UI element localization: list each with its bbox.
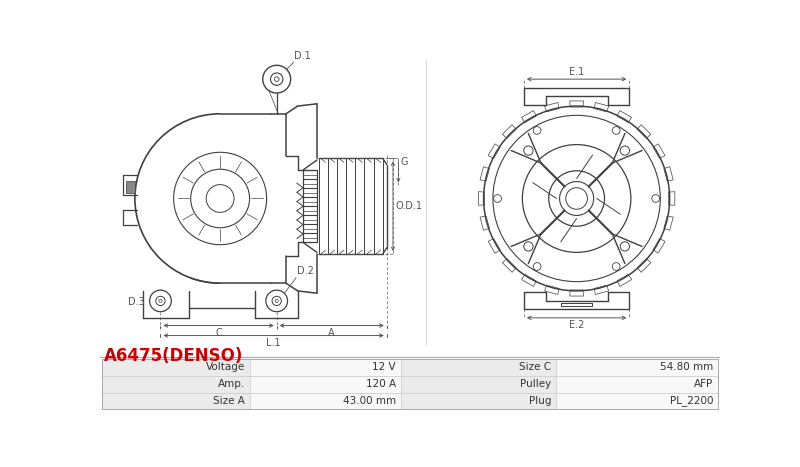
Text: 43.00 mm: 43.00 mm — [343, 396, 396, 406]
Text: Voltage: Voltage — [206, 362, 245, 372]
Bar — [556, 375, 718, 393]
Text: G: G — [401, 157, 408, 167]
Text: L.1: L.1 — [266, 338, 281, 348]
Text: Pulley: Pulley — [520, 379, 551, 389]
Text: AFP: AFP — [694, 379, 713, 389]
Text: Size C: Size C — [519, 362, 551, 372]
Text: PL_2200: PL_2200 — [670, 396, 713, 406]
Bar — [102, 393, 250, 410]
Bar — [250, 375, 401, 393]
Bar — [102, 375, 250, 393]
Bar — [102, 359, 250, 375]
Bar — [401, 393, 556, 410]
Bar — [250, 359, 401, 375]
Text: Plug: Plug — [529, 396, 551, 406]
Bar — [401, 375, 556, 393]
Bar — [126, 181, 135, 193]
Text: O.D.1: O.D.1 — [395, 201, 422, 211]
Text: A6475(DENSO): A6475(DENSO) — [104, 347, 243, 365]
Text: E.1: E.1 — [569, 67, 584, 77]
Text: 12 V: 12 V — [373, 362, 396, 372]
Text: Size A: Size A — [213, 396, 245, 406]
Text: 54.80 mm: 54.80 mm — [660, 362, 713, 372]
Text: D.1: D.1 — [294, 50, 310, 61]
Bar — [401, 359, 556, 375]
Text: C: C — [215, 328, 222, 338]
Text: 120 A: 120 A — [366, 379, 396, 389]
Text: D.2: D.2 — [297, 266, 314, 276]
Text: A: A — [329, 328, 335, 338]
Bar — [556, 359, 718, 375]
Bar — [556, 393, 718, 410]
Text: D.3: D.3 — [128, 297, 145, 307]
Bar — [250, 393, 401, 410]
Text: Amp.: Amp. — [218, 379, 245, 389]
Text: E.2: E.2 — [569, 320, 584, 330]
